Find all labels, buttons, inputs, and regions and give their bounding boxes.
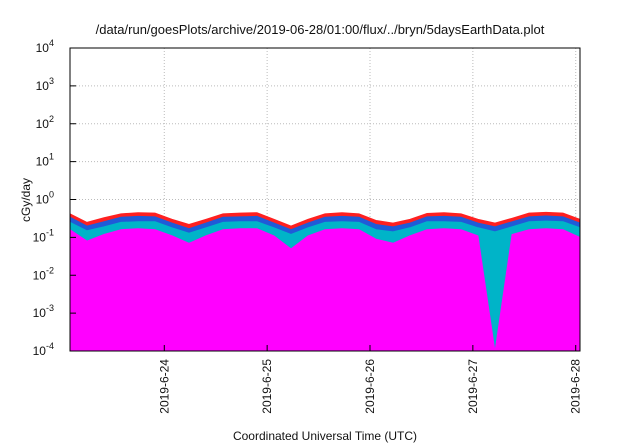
y-tick-label: 103 — [36, 76, 54, 93]
x-tick-label: 2019-6-27 — [466, 359, 480, 414]
x-axis-label: Coordinated Universal Time (UTC) — [233, 429, 417, 443]
y-tick-label: 10-1 — [33, 227, 54, 244]
y-tick-label: 101 — [36, 152, 54, 169]
series-area-3 — [69, 228, 581, 352]
chart-title: /data/run/goesPlots/archive/2019-06-28/0… — [95, 22, 545, 37]
y-tick-label: 10-2 — [33, 265, 54, 282]
y-axis-label: cGy/day — [19, 178, 33, 222]
x-tick-label: 2019-6-26 — [363, 359, 377, 414]
y-tick-label: 10-3 — [33, 303, 54, 320]
x-tick-label: 2019-6-28 — [569, 359, 583, 414]
y-axis-ticks: 10-4 10-3 10-2 10-1 100 101 102 103 104 — [33, 38, 76, 358]
y-tick-label: 100 — [36, 190, 54, 207]
x-tick-label: 2019-6-25 — [260, 359, 274, 414]
series-areas — [69, 211, 581, 352]
y-tick-label: 102 — [36, 114, 54, 131]
x-tick-label: 2019-6-24 — [157, 359, 171, 414]
x-axis-ticks: 2019-6-24 2019-6-25 2019-6-26 2019-6-27 2019… — [157, 345, 583, 414]
y-tick-label: 104 — [36, 38, 54, 55]
y-tick-label: 10-4 — [33, 341, 54, 358]
